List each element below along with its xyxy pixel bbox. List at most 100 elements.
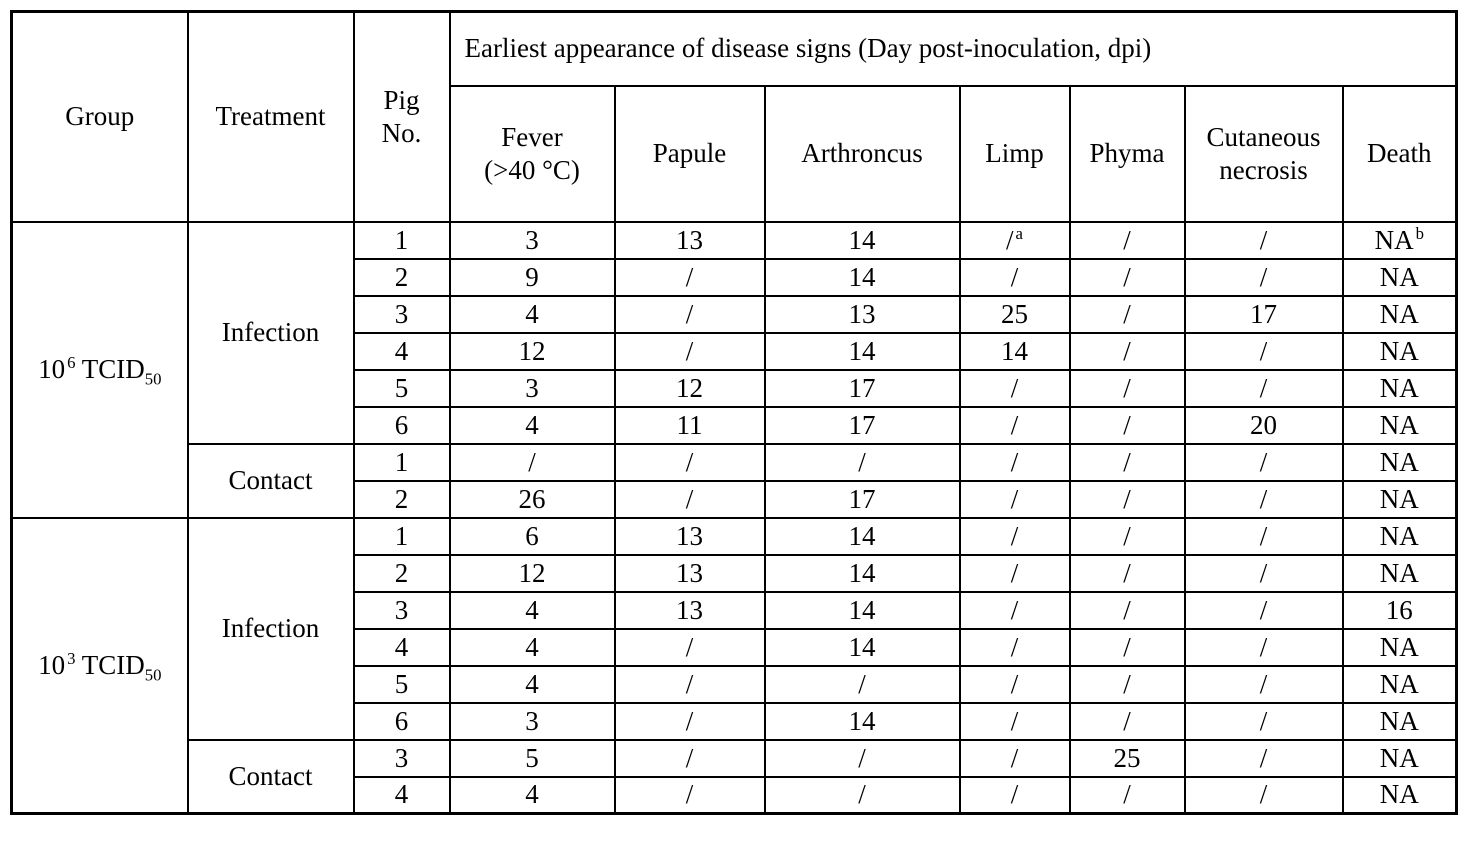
cell-phyma: / (1068, 516, 1186, 556)
col-header-cutaneous-necrosis: Cutaneous necrosis (1183, 84, 1344, 223)
cell-papule: / (613, 738, 766, 778)
table-row: 3 4/13 25/17 NA (12, 294, 1458, 334)
cell-limp: / (958, 516, 1071, 556)
cell-pig-no: 1 (352, 442, 451, 482)
cell-phyma: / (1068, 775, 1186, 815)
table-header: Group Treatment Pig No. Earliest appeara… (10, 10, 1458, 223)
cell-pig-no: 2 (352, 553, 451, 593)
cell-limp: / (958, 701, 1071, 741)
cell-phyma: / (1068, 331, 1186, 371)
cell-fever: 4 (448, 775, 616, 815)
table-row: 5 3 12 17// / NA (12, 368, 1458, 408)
cell-cutaneous-necrosis: / (1183, 331, 1344, 371)
cell-fever: 9 (448, 257, 616, 297)
cell-arthroncus: 14 (763, 627, 961, 667)
cell-phyma: / (1068, 442, 1186, 482)
limp-label: Limp (985, 138, 1044, 169)
cell-death: NA (1341, 331, 1458, 371)
table-body: 10 6 TCID50 Infection 1 3 13 14/a / / NA b 2 9/14// /… (10, 220, 1458, 815)
cell-fever: 3 (448, 220, 616, 260)
cell-death: NA (1341, 442, 1458, 482)
col-header-limp: Limp (958, 84, 1071, 223)
cell-phyma: 25 (1068, 738, 1186, 778)
cell-pig-no: 4 (352, 775, 451, 815)
cell-arthroncus: 14 (763, 516, 961, 556)
cell-arthroncus: 14 (763, 553, 961, 593)
cell-limp: / a (958, 220, 1071, 260)
cell-phyma: / (1068, 701, 1186, 741)
table-row: 4 12/14 14// NA (12, 331, 1458, 371)
cell-pig-no: 2 (352, 257, 451, 297)
col-header-papule: Papule (613, 84, 766, 223)
cell-cutaneous-necrosis: / (1183, 220, 1344, 260)
table-row: 2 12 13 14// / NA (12, 553, 1458, 593)
cell-cutaneous-necrosis: 20 (1183, 405, 1344, 445)
cell-pig-no: 5 (352, 368, 451, 408)
cell-papule: 13 (613, 590, 766, 630)
cell-death: NA (1341, 405, 1458, 445)
table-row: 4 4// / / / NA (12, 775, 1458, 815)
cell-group-label: 10 3 TCID50 (10, 516, 189, 815)
table-row: 6 3/14// / NA (12, 701, 1458, 741)
pig-no-line1: Pig (383, 84, 420, 115)
cell-fever: 12 (448, 331, 616, 371)
phyma-label: Phyma (1089, 138, 1165, 169)
cell-phyma: / (1068, 368, 1186, 408)
cell-arthroncus: / (763, 738, 961, 778)
span-title-label: Earliest appearance of disease signs (Da… (464, 33, 1152, 64)
cell-pig-no: 1 (352, 516, 451, 556)
cell-limp: / (958, 368, 1071, 408)
cell-papule: 13 (613, 220, 766, 260)
cell-limp: / (958, 405, 1071, 445)
cell-pig-no: 1 (352, 220, 451, 260)
cell-fever: 4 (448, 590, 616, 630)
cell-cutaneous-necrosis: / (1183, 664, 1344, 704)
footnote-marker-b: b (1415, 223, 1424, 243)
cell-arthroncus: 14 (763, 331, 961, 371)
cell-arthroncus: 14 (763, 590, 961, 630)
cell-group-label: 10 6 TCID50 (10, 220, 189, 519)
cell-cutaneous-necrosis: / (1183, 442, 1344, 482)
cell-cutaneous-necrosis: / (1183, 257, 1344, 297)
cell-treatment-infection: Infection (186, 220, 355, 445)
cell-limp: 25 (958, 294, 1071, 334)
col-header-span-disease-signs: Earliest appearance of disease signs (Da… (448, 10, 1458, 87)
cell-arthroncus: / (763, 664, 961, 704)
col-header-arthroncus: Arthroncus (763, 84, 961, 223)
cell-cutaneous-necrosis: / (1183, 553, 1344, 593)
table-row: 10 3 TCID50 Infection 1 6 13 14// / NA (10, 516, 1458, 815)
cell-papule: 13 (613, 553, 766, 593)
footnote-marker-a: a (1015, 223, 1023, 243)
cell-phyma: / (1068, 479, 1186, 519)
cell-arthroncus: 14 (763, 257, 961, 297)
cell-limp: 14 (958, 331, 1071, 371)
fever-line1: Fever (501, 121, 563, 152)
cell-phyma: / (1068, 664, 1186, 704)
cell-treatment-infection: Infection (186, 516, 355, 741)
cell-limp: / (958, 442, 1071, 482)
cell-papule: / (613, 294, 766, 334)
cell-cutaneous-necrosis: / (1183, 627, 1344, 667)
col-header-death: Death (1341, 84, 1458, 223)
cutaneous-line2: necrosis (1219, 154, 1308, 185)
cell-papule: / (613, 775, 766, 815)
cell-cutaneous-necrosis: / (1183, 479, 1344, 519)
cell-pig-no: 6 (352, 405, 451, 445)
cell-death: NA (1341, 368, 1458, 408)
col-header-fever: Fever (>40 °C) (448, 84, 616, 223)
arthroncus-label: Arthroncus (801, 138, 923, 169)
cell-cutaneous-necrosis: / (1183, 701, 1344, 741)
death-label: Death (1367, 138, 1432, 169)
cell-treatment-contact: Contact (186, 442, 355, 519)
table-row: 3 4 13 14///16 (12, 590, 1458, 630)
cell-death: NA (1341, 257, 1458, 297)
cell-fever: 5 (448, 738, 616, 778)
cell-arthroncus: / (763, 775, 961, 815)
cell-papule: / (613, 627, 766, 667)
cell-phyma: / (1068, 590, 1186, 630)
cell-papule: 11 (613, 405, 766, 445)
cell-pig-no: 6 (352, 701, 451, 741)
cell-fever: / (448, 442, 616, 482)
cell-pig-no: 4 (352, 331, 451, 371)
cell-death: NA b (1341, 220, 1458, 260)
